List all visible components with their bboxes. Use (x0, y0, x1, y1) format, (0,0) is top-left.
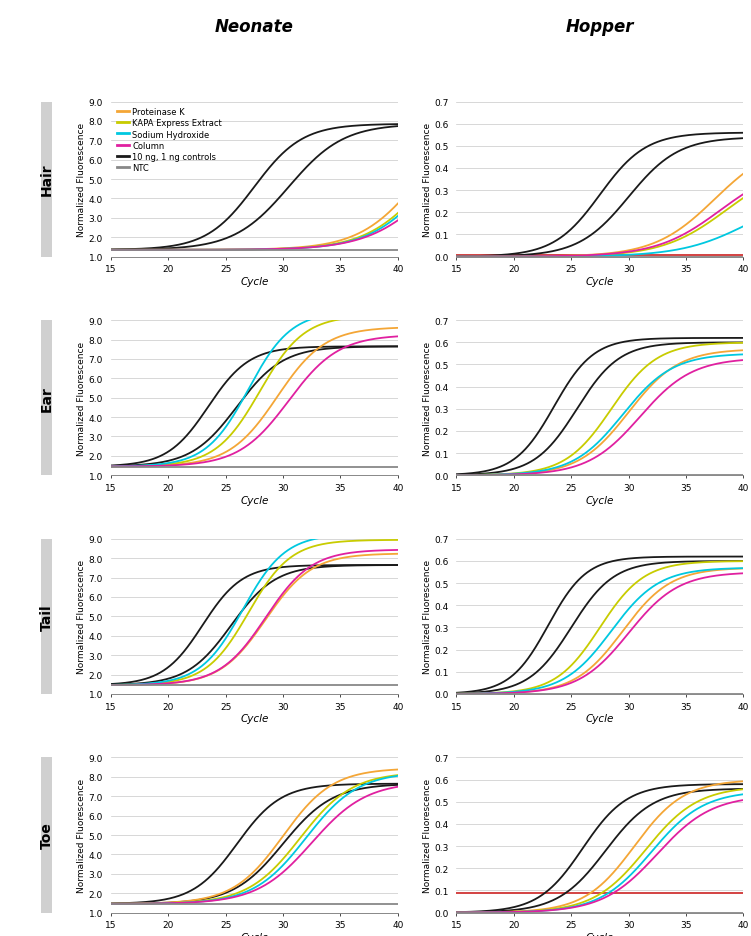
Y-axis label: Normalized Fluorescence: Normalized Fluorescence (423, 123, 432, 237)
Legend: Proteinase K, KAPA Express Extract, Sodium Hydroxide, Column, 10 ng, 1 ng contro: Proteinase K, KAPA Express Extract, Sodi… (115, 107, 224, 174)
X-axis label: Cycle: Cycle (240, 277, 268, 286)
Y-axis label: Normalized Fluorescence: Normalized Fluorescence (77, 123, 86, 237)
Text: Hair: Hair (40, 164, 54, 197)
Y-axis label: Normalized Fluorescence: Normalized Fluorescence (77, 778, 86, 892)
X-axis label: Cycle: Cycle (240, 713, 268, 724)
X-axis label: Cycle: Cycle (586, 932, 614, 936)
Text: Ear: Ear (40, 386, 54, 411)
Text: Neonate: Neonate (215, 18, 294, 36)
Y-axis label: Normalized Fluorescence: Normalized Fluorescence (77, 560, 86, 674)
Text: Hopper: Hopper (566, 18, 634, 36)
X-axis label: Cycle: Cycle (586, 713, 614, 724)
Text: Tail: Tail (40, 604, 54, 630)
X-axis label: Cycle: Cycle (586, 277, 614, 286)
Y-axis label: Normalized Fluorescence: Normalized Fluorescence (77, 342, 86, 455)
X-axis label: Cycle: Cycle (586, 495, 614, 505)
X-axis label: Cycle: Cycle (240, 932, 268, 936)
Text: Toe: Toe (40, 822, 54, 849)
Y-axis label: Normalized Fluorescence: Normalized Fluorescence (423, 342, 432, 455)
X-axis label: Cycle: Cycle (240, 495, 268, 505)
Y-axis label: Normalized Fluorescence: Normalized Fluorescence (423, 560, 432, 674)
Y-axis label: Normalized Fluorescence: Normalized Fluorescence (423, 778, 432, 892)
